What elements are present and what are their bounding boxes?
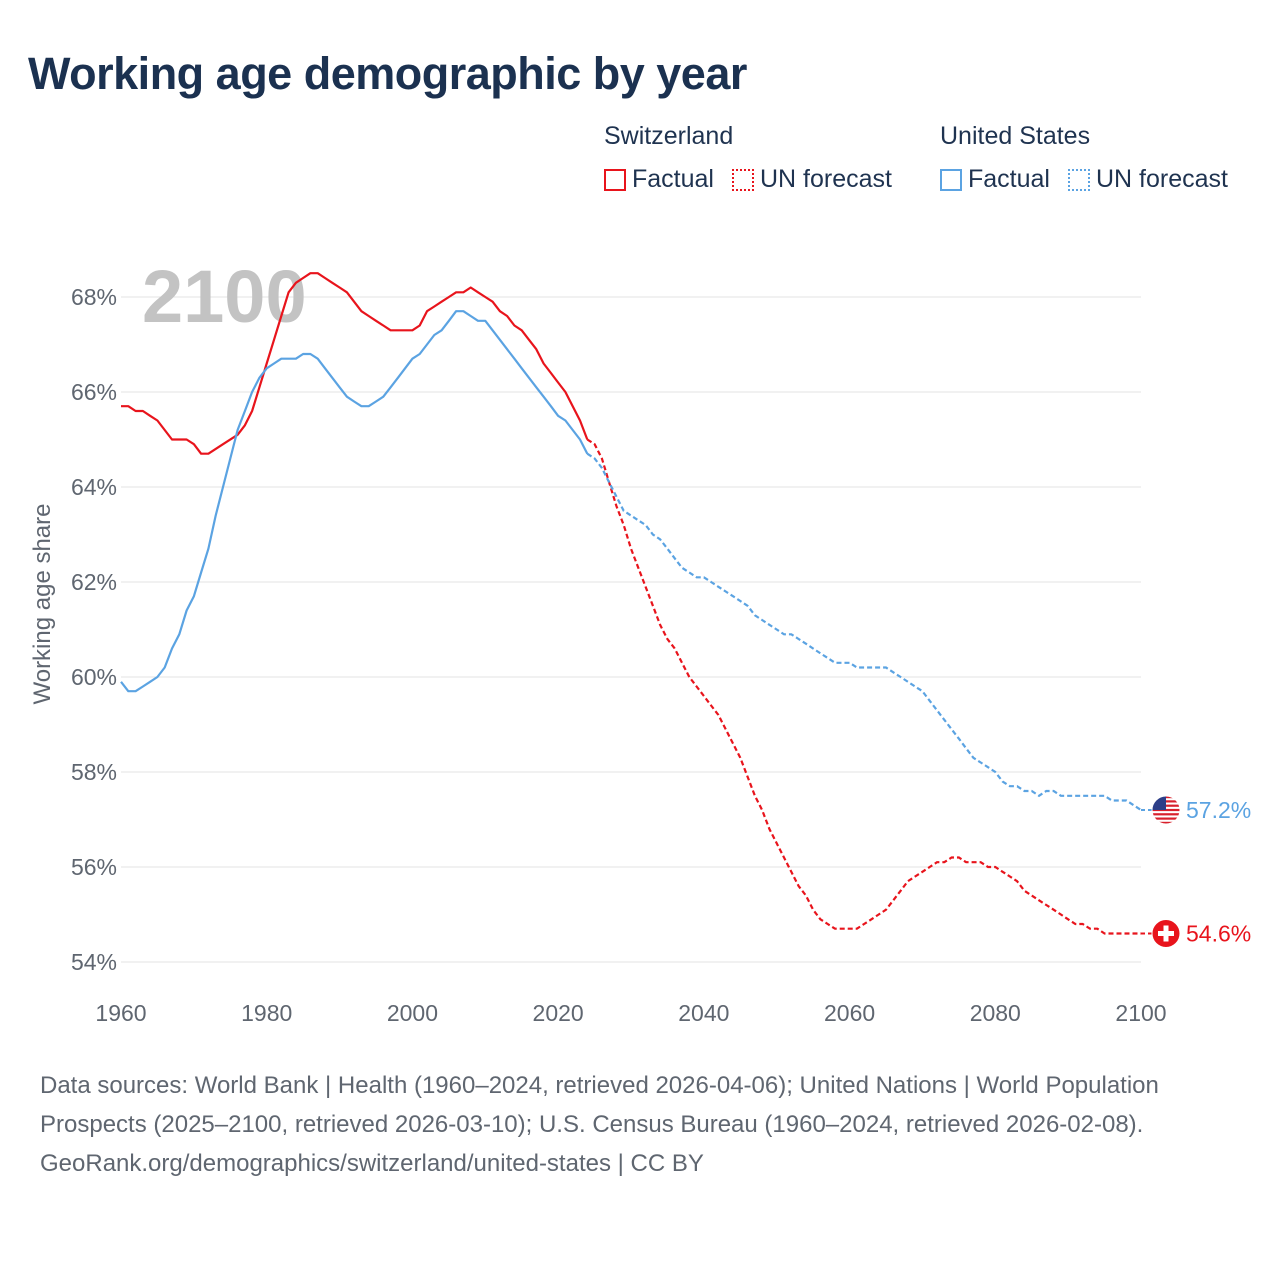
series-line-forecast <box>586 452 1142 811</box>
y-tick-label: 56% <box>71 854 117 880</box>
y-axis-ticks: 54% 56% 58% 60% 62% 64% 66% 68% <box>71 284 117 975</box>
x-tick-label: 2020 <box>533 1000 584 1026</box>
end-markers: 54.6% 57.2% <box>1141 795 1251 948</box>
legend-label: UN forecast <box>1095 165 1228 193</box>
y-tick-label: 60% <box>71 664 117 690</box>
x-axis-ticks: 1960 1980 2000 2020 2040 2060 2080 2100 <box>95 1000 1166 1026</box>
y-axis-label: Working age share <box>29 504 56 705</box>
end-value-label: 57.2% <box>1186 797 1251 823</box>
legend-label: UN forecast <box>759 165 892 193</box>
y-tick-label: 64% <box>71 474 117 500</box>
series-line-factual <box>121 272 589 455</box>
series-lines <box>120 272 1142 935</box>
switzerland-flag-icon <box>1151 919 1181 948</box>
legend-swatch <box>1067 168 1090 191</box>
flag-cross-horizontal <box>1158 931 1174 936</box>
legend-entry-factual[interactable]: Factual <box>604 165 714 194</box>
legend-group-switzerland: Switzerland Factual UN forecast <box>604 122 910 194</box>
series-line-factual <box>120 310 589 693</box>
y-tick-label: 68% <box>71 284 117 310</box>
flag-stripe <box>1152 813 1180 816</box>
legend-country-name: United States <box>940 122 1091 150</box>
x-tick-label: 2100 <box>1115 1000 1166 1026</box>
legend-label: Factual <box>968 165 1050 193</box>
line-chart: 2100 54% 56% 58% 60% 62% 64% 66% 68% 1960 1980 20… <box>29 255 1251 1026</box>
legend-entry-factual[interactable]: Factual <box>940 165 1050 194</box>
flag-outline <box>1151 795 1181 825</box>
footer: Data sources: World Bank | Health (1960–… <box>40 1066 1230 1183</box>
flag-stripe <box>1152 821 1180 824</box>
legend-swatch <box>604 168 626 191</box>
x-tick-label: 2080 <box>970 1000 1021 1026</box>
flag-outline <box>1151 919 1181 948</box>
y-tick-label: 58% <box>71 759 117 785</box>
x-tick-label: 2040 <box>678 1000 729 1026</box>
y-tick-label: 54% <box>71 949 117 975</box>
x-tick-label: 1960 <box>95 1000 146 1026</box>
x-tick-label: 2060 <box>824 1000 875 1026</box>
legend-label: Factual <box>632 165 714 193</box>
gridlines <box>121 296 1141 963</box>
legend-entry-forecast[interactable]: UN forecast <box>1067 165 1228 194</box>
data-sources-text: Data sources: World Bank | Health (1960–… <box>40 1072 1159 1138</box>
end-value-label: 54.6% <box>1186 921 1251 947</box>
legend-swatch <box>731 168 754 191</box>
united-states-flag-icon <box>1151 795 1181 825</box>
y-tick-label: 62% <box>71 569 117 595</box>
x-tick-label: 1980 <box>241 1000 292 1026</box>
year-watermark: 2100 <box>142 255 307 338</box>
credit-link[interactable]: GeoRank.org/demographics/switzerland/uni… <box>40 1150 704 1177</box>
legend-country-name: Switzerland <box>604 122 734 150</box>
x-tick-label: 2000 <box>387 1000 438 1026</box>
legend-entry-forecast[interactable]: UN forecast <box>731 165 892 194</box>
series-line-forecast <box>586 438 1141 935</box>
legend-swatch <box>940 168 962 191</box>
flag-stripe <box>1152 817 1180 820</box>
y-tick-label: 66% <box>71 379 117 405</box>
chart-title: Working age demographic by year <box>28 48 747 99</box>
legend-group-united-states: United States Factual UN forecast <box>940 122 1246 194</box>
